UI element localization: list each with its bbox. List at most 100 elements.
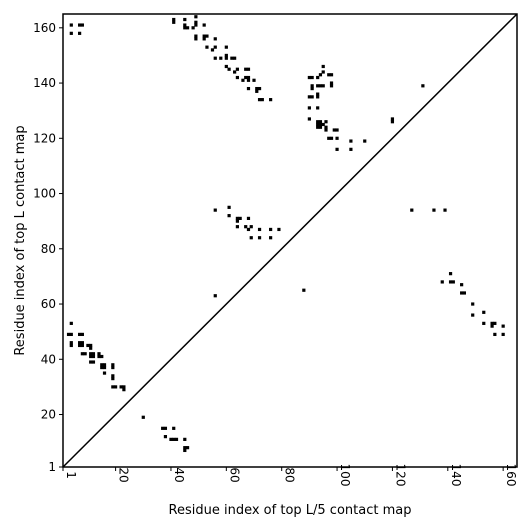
contact-point-upper bbox=[205, 45, 209, 49]
contact-point-upper bbox=[257, 98, 262, 102]
contact-point-lower bbox=[501, 332, 505, 337]
y-axis-title: Residue index of top L contact map bbox=[13, 125, 28, 355]
contact-point-lower bbox=[114, 385, 118, 389]
contact-point-upper bbox=[363, 139, 367, 143]
contact-point-upper bbox=[213, 45, 217, 49]
contact-point-upper bbox=[257, 86, 262, 91]
contact-point-upper bbox=[194, 23, 198, 27]
contact-point-lower bbox=[493, 321, 497, 325]
contact-point-upper bbox=[318, 125, 323, 129]
contact-point-lower bbox=[69, 343, 73, 348]
contact-point-upper bbox=[307, 75, 311, 80]
contact-point-upper bbox=[210, 48, 215, 52]
contact-point-lower bbox=[69, 341, 73, 345]
contact-point-upper bbox=[329, 73, 334, 77]
contact-point-upper bbox=[235, 67, 239, 71]
diagonal-line bbox=[62, 13, 518, 468]
x-tick-label: 20 bbox=[117, 467, 131, 482]
contact-point-upper bbox=[230, 56, 234, 60]
contact-point-lower bbox=[102, 371, 107, 375]
contact-point-upper bbox=[335, 128, 339, 132]
contact-point-upper bbox=[318, 122, 323, 127]
x-tick-label: 80 bbox=[283, 467, 297, 482]
contact-point-upper bbox=[269, 98, 273, 102]
contact-point-upper bbox=[257, 236, 262, 240]
contact-point-lower bbox=[78, 341, 82, 345]
contact-point-upper bbox=[260, 98, 264, 102]
contact-point-lower bbox=[183, 446, 187, 450]
x-tick-label: 100 bbox=[338, 464, 352, 487]
contact-point-upper bbox=[183, 17, 187, 22]
contact-point-upper bbox=[205, 34, 209, 38]
contact-point-upper bbox=[246, 78, 251, 82]
contact-point-upper bbox=[213, 56, 217, 60]
contact-point-upper bbox=[246, 67, 251, 71]
contact-point-upper bbox=[246, 216, 251, 220]
contact-point-lower bbox=[448, 280, 453, 284]
contact-point-upper bbox=[421, 84, 425, 88]
contact-point-upper bbox=[316, 92, 320, 96]
contact-point-upper bbox=[244, 67, 248, 71]
y-tick-label: 140 bbox=[33, 76, 56, 90]
contact-point-upper bbox=[318, 120, 323, 124]
contact-point-lower bbox=[111, 374, 115, 378]
contact-point-lower bbox=[161, 426, 165, 430]
contact-point-upper bbox=[316, 84, 320, 88]
contact-point-lower bbox=[111, 363, 115, 367]
contact-point-upper bbox=[390, 120, 395, 124]
contact-points bbox=[66, 15, 505, 453]
x-tick-label: 60 bbox=[227, 467, 241, 482]
contact-point-upper bbox=[69, 31, 73, 35]
x-axis-ticks: 1 20 40 60 80 100 120 140 160 bbox=[62, 464, 518, 487]
contact-point-upper bbox=[318, 84, 323, 88]
contact-point-upper bbox=[316, 75, 320, 80]
y-tick-label: 40 bbox=[41, 352, 56, 366]
contact-point-upper bbox=[349, 139, 353, 143]
x-tick-label: 160 bbox=[504, 464, 518, 487]
contact-point-upper bbox=[194, 34, 198, 38]
contact-point-lower bbox=[302, 288, 306, 292]
y-tick-label: 80 bbox=[41, 242, 56, 256]
contact-point-upper bbox=[213, 37, 217, 41]
contact-point-upper bbox=[277, 227, 281, 232]
contact-point-upper bbox=[233, 70, 237, 74]
contact-point-upper bbox=[78, 31, 82, 35]
contact-point-upper bbox=[227, 67, 231, 71]
contact-point-upper bbox=[307, 106, 311, 110]
contact-point-upper bbox=[183, 26, 187, 30]
contact-point-upper bbox=[269, 227, 273, 232]
contact-point-lower bbox=[80, 332, 84, 337]
contact-point-upper bbox=[324, 128, 328, 132]
contact-point-lower bbox=[490, 324, 494, 328]
contact-point-lower bbox=[91, 352, 96, 356]
contact-point-lower bbox=[451, 280, 455, 284]
contact-point-upper bbox=[202, 37, 206, 41]
contact-point-lower bbox=[80, 352, 84, 356]
contact-point-upper bbox=[244, 75, 248, 80]
contact-point-upper bbox=[224, 56, 228, 60]
contact-point-lower bbox=[100, 363, 104, 367]
contact-point-upper bbox=[194, 37, 198, 41]
contact-point-upper bbox=[307, 95, 311, 99]
contact-point-upper bbox=[324, 120, 328, 124]
contact-point-lower bbox=[163, 426, 168, 430]
contact-point-lower bbox=[102, 363, 107, 367]
contact-point-lower bbox=[169, 437, 173, 441]
plot-area bbox=[62, 13, 518, 468]
contact-point-upper bbox=[252, 78, 256, 82]
contact-point-lower bbox=[66, 332, 71, 337]
contact-point-lower bbox=[119, 385, 123, 389]
contact-point-lower bbox=[183, 437, 187, 441]
contact-point-upper bbox=[329, 81, 334, 85]
contact-point-lower bbox=[111, 365, 115, 370]
contact-point-upper bbox=[316, 95, 320, 99]
contact-point-lower bbox=[97, 352, 101, 356]
contact-point-upper bbox=[310, 75, 314, 80]
contact-point-lower bbox=[122, 388, 126, 392]
contact-point-upper bbox=[257, 227, 262, 232]
contact-point-upper bbox=[238, 216, 242, 220]
contact-point-upper bbox=[307, 117, 311, 121]
contact-point-upper bbox=[194, 20, 198, 24]
contact-point-lower bbox=[97, 354, 101, 359]
contact-point-upper bbox=[194, 15, 198, 19]
